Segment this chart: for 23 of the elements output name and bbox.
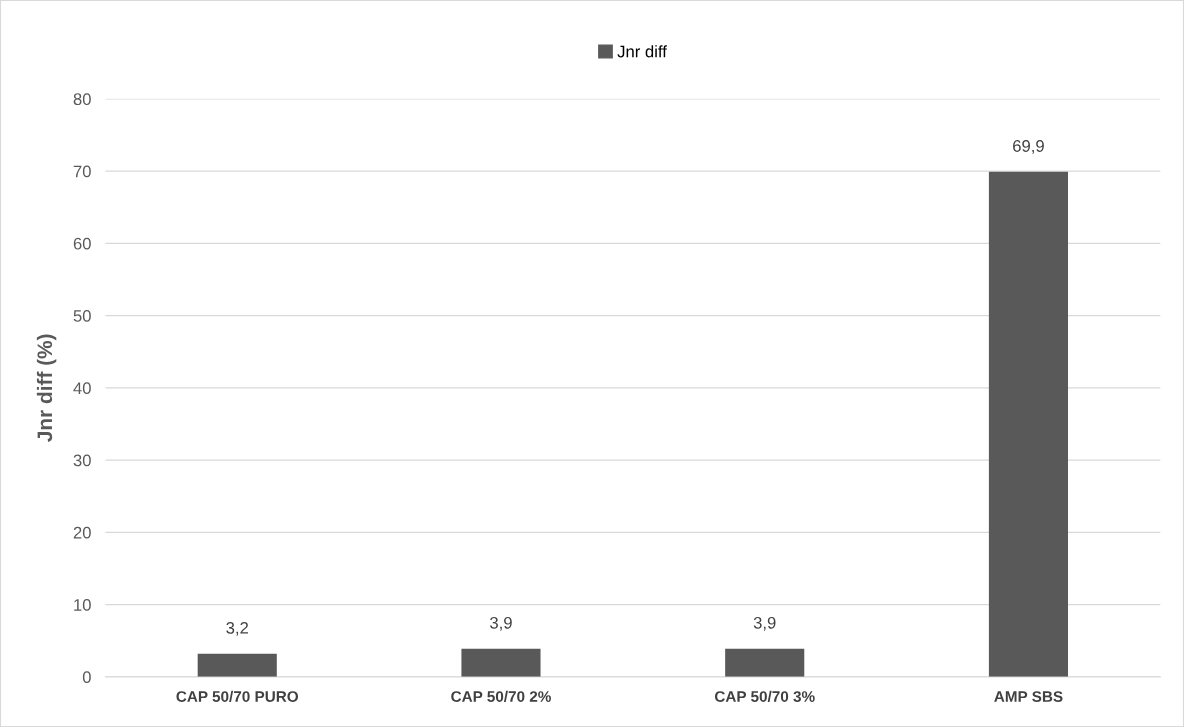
y-tick-label: 50 [73,310,91,322]
bar [725,648,805,677]
y-tick-label: 10 [74,598,91,611]
legend-label: Jnr diff [617,45,667,58]
data-label: 69,9 [1013,140,1044,154]
y-tick-label: 20 [73,526,91,539]
data-label: 3,9 [753,616,776,631]
x-tick-label: AMP SBS [994,691,1063,702]
y-axis-title: Jnr diff (%) [36,334,57,442]
x-tick-label: CAP 50/70 3% [714,690,815,703]
bar [988,171,1069,677]
x-tick-label: CAP 50/70 2% [451,690,551,703]
y-tick-label: 60 [73,237,91,250]
y-tick-label: 30 [73,454,91,467]
bar [197,653,277,677]
x-tick-label: CAP 50/70 PURO [176,690,299,703]
y-tick-label: 40 [73,382,91,395]
y-tick-label: 70 [73,165,91,178]
data-label: 3,9 [490,616,512,631]
data-label: 3,2 [226,621,248,636]
bar [461,648,541,677]
y-tick-label: 0 [82,671,91,684]
y-tick-label: 80 [73,93,91,106]
